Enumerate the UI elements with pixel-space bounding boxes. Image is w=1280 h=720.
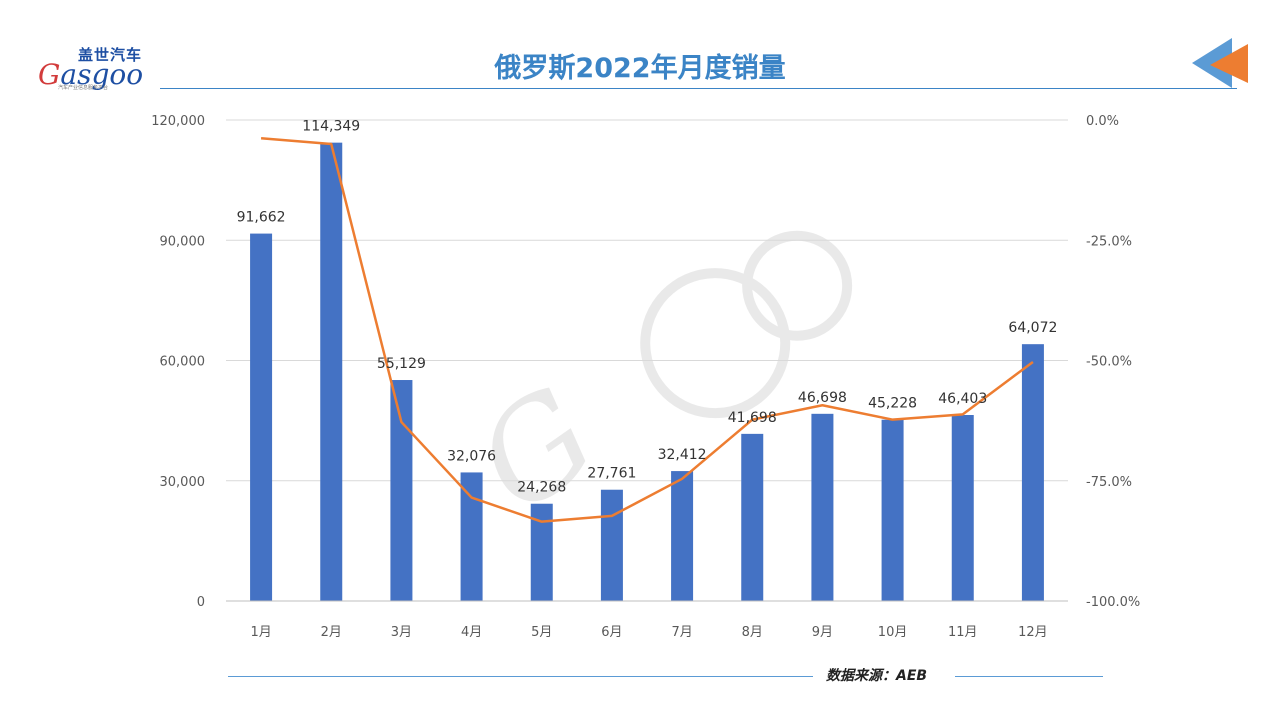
left-axis-tick-label: 120,000 [151, 114, 205, 129]
bar-data-label: 91,662 [237, 210, 286, 226]
left-axis-tick-label: 90,000 [160, 234, 206, 249]
x-axis-tick-label: 2月 [321, 625, 342, 640]
bar-3月 [390, 380, 413, 601]
bar-data-label: 24,268 [517, 480, 566, 496]
bar-1月 [250, 233, 273, 602]
x-axis-tick-label: 6月 [601, 625, 622, 640]
bar-12月 [1021, 344, 1044, 601]
bar-2月 [320, 142, 343, 601]
x-axis-tick-label: 8月 [742, 625, 763, 640]
x-axis-tick-label: 12月 [1018, 625, 1048, 640]
bar-data-label: 64,072 [1008, 320, 1057, 336]
source-rule-left [228, 676, 813, 677]
x-axis-tick-label: 3月 [391, 625, 412, 640]
bar-data-label: 32,076 [447, 448, 496, 464]
bar-11月 [951, 415, 974, 601]
x-axis-tick-label: 9月 [812, 625, 833, 640]
source-rule-right [955, 676, 1103, 677]
bar-data-label: 46,403 [938, 391, 987, 407]
bar-4月 [460, 472, 483, 601]
logo-subtitle: 汽车产业信息服务平台 [58, 85, 109, 91]
x-axis-tick-label: 5月 [531, 625, 552, 640]
bar-10月 [881, 419, 904, 601]
bar-8月 [741, 433, 764, 601]
bar-data-label: 46,698 [798, 390, 847, 406]
x-axis-tick-label: 1月 [250, 625, 271, 640]
right-axis-tick-label: 0.0% [1086, 114, 1119, 129]
left-axis-tick-label: 60,000 [160, 355, 206, 370]
x-axis-tick-label: 7月 [671, 625, 692, 640]
x-axis-tick-label: 10月 [878, 625, 908, 640]
bar-5月 [530, 503, 553, 601]
bar-data-label: 32,412 [658, 447, 707, 463]
bar-9月 [811, 413, 834, 601]
logo-english-text: Gasgoo [38, 58, 144, 91]
x-axis-tick-label: 4月 [461, 625, 482, 640]
logo-chinese-text: 盖世汽车 [78, 46, 143, 64]
bar-6月 [600, 489, 623, 601]
bar-data-label: 55,129 [377, 356, 426, 372]
bar-data-label: 27,761 [587, 466, 636, 482]
bar-data-label: 45,228 [868, 396, 917, 412]
left-axis-tick-label: 0 [197, 595, 205, 610]
left-axis-tick-label: 30,000 [160, 475, 206, 490]
right-axis-tick-label: -100.0% [1086, 595, 1140, 610]
yoy-growth-line [260, 137, 1034, 523]
x-axis-tick-label: 11月 [948, 625, 978, 640]
page-title: 俄罗斯2022年月度销量 [494, 53, 786, 84]
title-underline [160, 88, 1237, 89]
data-source-note: 数据来源：AEB [826, 668, 928, 684]
bar-7月 [671, 471, 694, 601]
arrow-decoration-icon [1192, 38, 1248, 88]
bar-data-label: 41,698 [728, 410, 777, 426]
right-axis-tick-label: -75.0% [1086, 475, 1132, 490]
right-axis-tick-label: -50.0% [1086, 355, 1132, 370]
gasgoo-logo: 盖世汽车 Gasgoo 汽车产业信息服务平台 [38, 44, 148, 94]
right-axis-tick-label: -25.0% [1086, 234, 1132, 249]
bar-data-label: 114,349 [302, 119, 360, 135]
